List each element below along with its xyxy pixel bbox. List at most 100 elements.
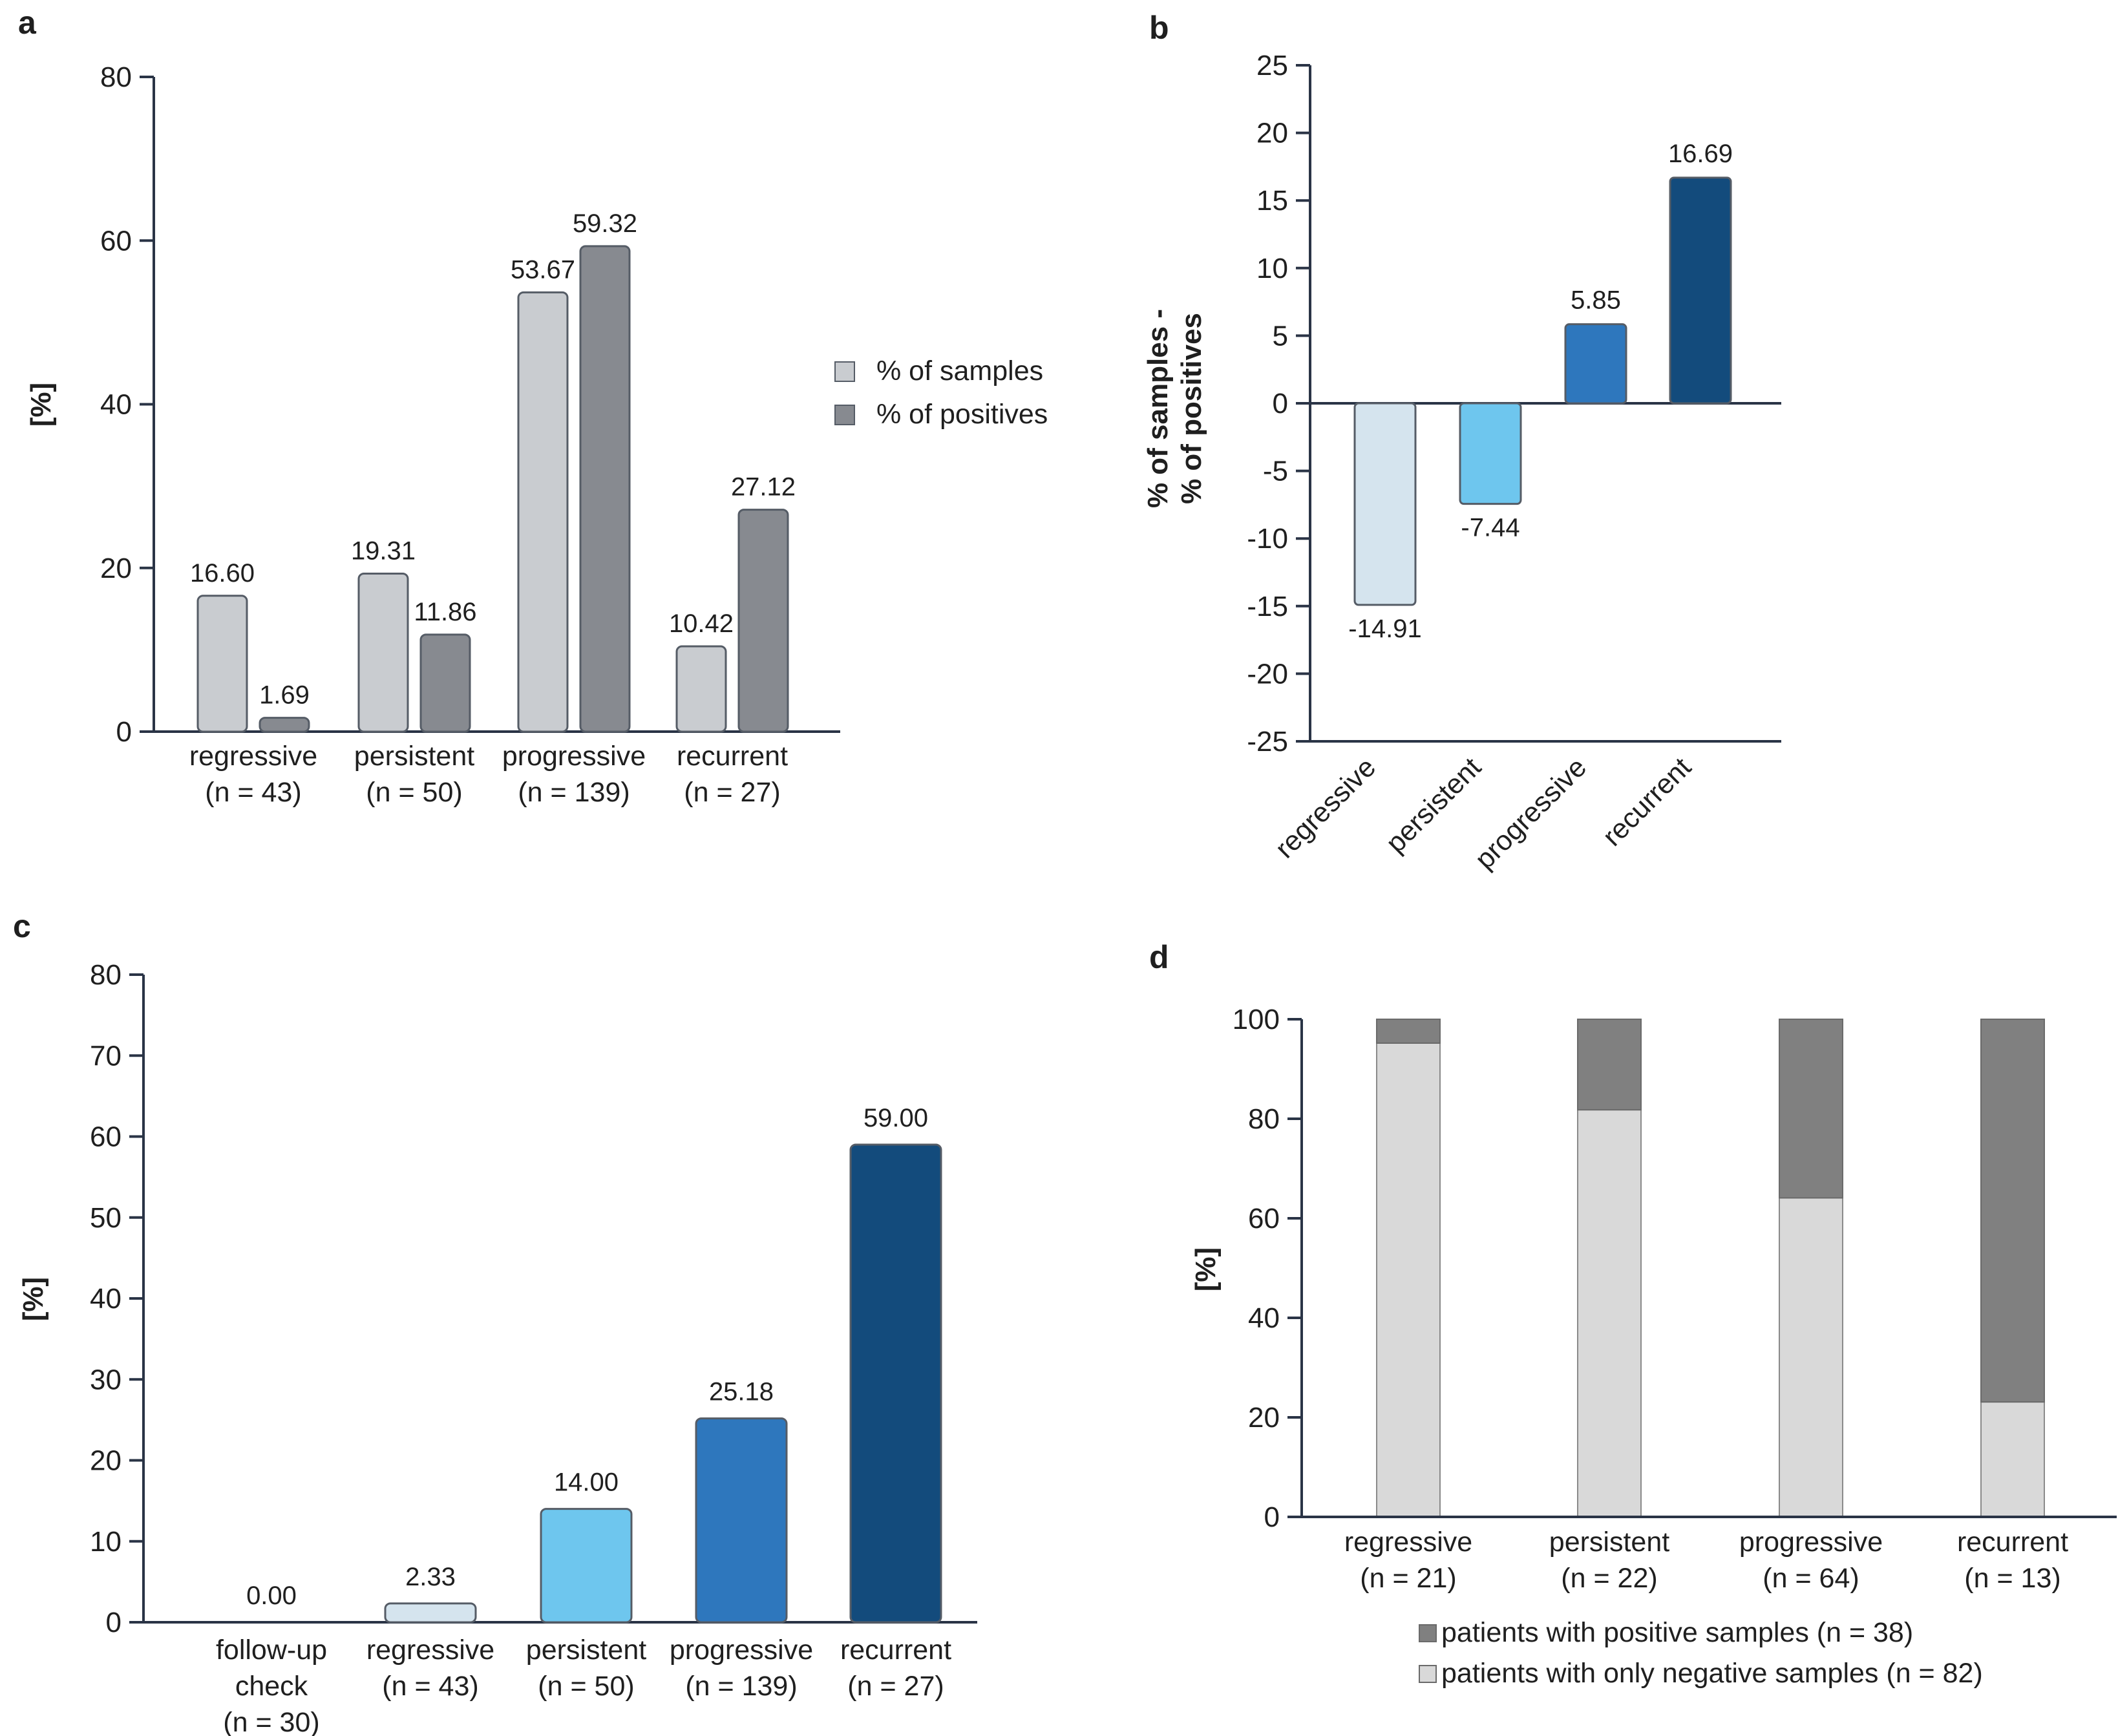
c-y-tick-label: 60 [90,1121,122,1153]
a-data-label: 59.32 [573,209,637,238]
a-bar-positives [579,245,631,733]
panel-a: a 0 20 40 60 80 16.60 1.69 regressive (n = 43) 19… [18,5,1048,808]
d-category-label: (n = 21) [1360,1563,1456,1594]
d-legend-swatch [1419,1624,1437,1642]
b-data-label: -14.91 [1348,615,1421,643]
c-y-tick-label: 70 [90,1040,122,1072]
c-data-label: 14.00 [554,1468,619,1497]
d-category-label: recurrent [1957,1527,2068,1558]
a-category-label: progressive [502,741,646,772]
b-category-label: regressive [1269,752,1382,864]
a-legend-swatch [834,361,855,382]
c-category-label: persistent [526,1635,646,1666]
b-bar [1353,402,1417,606]
b-data-label: -7.44 [1461,514,1520,542]
c-category-label: (n = 43) [382,1671,478,1702]
d-bar-negative [1980,1401,2045,1518]
c-y-tick-label: 40 [90,1283,122,1315]
d-bar-positive [1779,1019,1843,1199]
c-bar [695,1417,788,1624]
a-legend-label: % of samples [876,355,1043,386]
c-y-tick-label: 10 [90,1526,122,1558]
panel-b: b -25 -20 -15 -10 -5 0 5 10 15 20 25 -14.91 regressi… [1142,10,1781,875]
a-y-tick-label: 80 [100,61,132,93]
b-y-tick-label: -25 [1247,726,1288,757]
a-category-label: persistent [354,741,474,772]
d-y-tick-label: 80 [1248,1103,1280,1135]
c-category-label: regressive [366,1635,494,1666]
a-y-tick-label: 40 [100,389,132,421]
a-bar-samples [675,645,727,733]
a-y-tick-label: 60 [100,225,132,257]
c-y-tick-label: 50 [90,1202,122,1234]
panel-d: d regressive (n = 21) persistent (n = 22) pr… [1149,939,2117,1689]
b-y-tick-label: -5 [1263,456,1288,487]
b-y-tick-label: 20 [1256,118,1288,149]
d-category-label: (n = 22) [1561,1563,1657,1594]
b-y-tick-label: 10 [1256,253,1288,284]
b-y-tick-label: -15 [1247,591,1288,622]
a-bar-positives [419,633,471,733]
b-y-tick-label: 25 [1256,50,1288,81]
panel-c: c 0 10 20 30 40 50 60 70 80 0.00 follow-up check (n … [13,908,977,1736]
a-bar-positives [737,509,789,733]
d-bar-negative [1577,1109,1642,1518]
a-bar-samples [196,595,248,733]
c-category-label: (n = 30) [223,1707,319,1736]
c-category-label: progressive [670,1635,813,1666]
d-legend-swatch [1419,1665,1437,1683]
d-category-label: (n = 64) [1763,1563,1859,1594]
d-category-label: progressive [1739,1527,1883,1558]
a-y-tick-label: 20 [100,553,132,584]
b-bar [1459,402,1522,505]
c-data-label: 0.00 [246,1582,297,1610]
d-y-tick-label: 100 [1233,1004,1280,1035]
a-data-label: 19.31 [351,536,416,565]
d-category-label: (n = 13) [1964,1563,2060,1594]
a-data-label: 53.67 [511,255,575,284]
a-y-axis-label: [%] [25,383,57,427]
a-legend-label: % of positives [876,399,1048,430]
d-y-tick-label: 60 [1248,1203,1280,1234]
b-data-label: 16.69 [1668,140,1733,168]
c-y-tick-label: 20 [90,1445,122,1477]
b-data-label: 5.85 [1571,286,1621,315]
a-category-label: regressive [189,741,317,772]
panel-c-letter: c [13,908,31,944]
d-y-tick-label: 0 [1264,1501,1280,1533]
d-category-label: regressive [1344,1527,1472,1558]
b-bar [1564,323,1627,405]
c-data-label: 59.00 [863,1104,928,1132]
d-category-label: persistent [1549,1527,1669,1558]
panel-a-letter: a [18,5,37,41]
b-y-axis-label: % of positives [1176,313,1207,504]
b-y-tick-label: 0 [1273,388,1288,419]
a-bar-samples [357,572,409,733]
c-bar [540,1508,633,1624]
a-bar-samples [517,291,569,733]
a-data-label: 16.60 [190,559,255,587]
c-y-tick-label: 80 [90,959,122,991]
b-y-tick-label: 15 [1256,185,1288,217]
a-legend-swatch [834,405,855,425]
c-category-label: (n = 27) [847,1671,944,1702]
a-category-label: (n = 27) [684,777,780,808]
a-category-label: (n = 50) [366,777,462,808]
d-legend-label: patients with positive samples (n = 38) [1441,1617,1913,1648]
a-data-label: 11.86 [414,598,476,626]
d-bar-positive [1980,1019,2045,1403]
c-category-label: check [235,1671,308,1702]
b-bar [1669,176,1732,405]
a-y-tick-label: 0 [116,716,132,748]
panel-d-letter: d [1149,939,1169,975]
d-bar-positive [1376,1019,1441,1044]
c-y-axis-label: [%] [17,1277,49,1321]
d-bar-positive [1577,1019,1642,1111]
c-bar [384,1602,477,1624]
c-y-tick-label: 30 [90,1364,122,1395]
d-bar-negative [1376,1042,1441,1518]
c-data-label: 2.33 [405,1563,456,1591]
d-y-tick-label: 20 [1248,1402,1280,1434]
a-category-label: (n = 43) [205,777,301,808]
